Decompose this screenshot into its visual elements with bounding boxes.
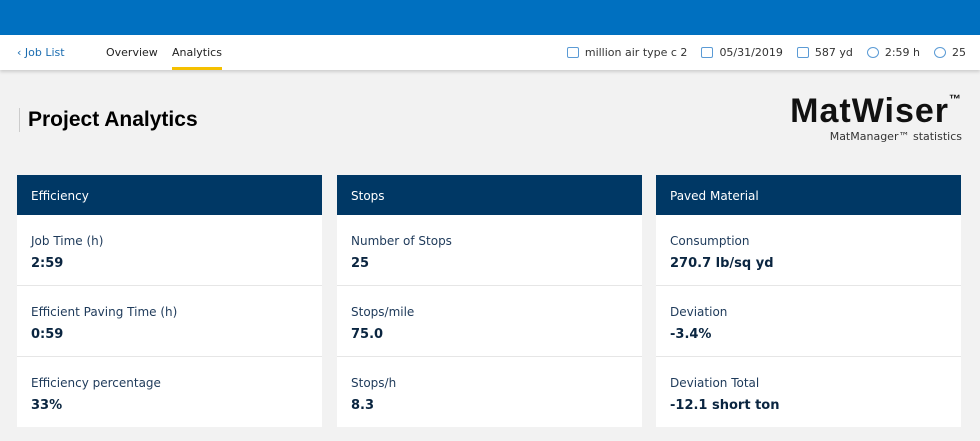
job-meta: million air type c 2 05/31/2019 587 yd 2… bbox=[566, 46, 966, 59]
stat-row: Efficiency percentage 33% bbox=[17, 357, 322, 427]
stat-row: Number of Stops 25 bbox=[337, 215, 642, 286]
meta-job-name: million air type c 2 bbox=[566, 46, 688, 59]
stat-value: 0:59 bbox=[31, 327, 64, 342]
stat-label: Job Time (h) bbox=[31, 234, 104, 248]
meta-time: 2:59 h bbox=[866, 46, 920, 59]
tab-analytics[interactable]: Analytics bbox=[172, 46, 222, 70]
job-list-label: Job List bbox=[24, 46, 65, 59]
stat-label: Deviation bbox=[670, 305, 728, 319]
meta-date: 05/31/2019 bbox=[701, 46, 783, 59]
matwiser-logo: MatWiser™ MatManager™ statistics bbox=[790, 92, 962, 144]
distance-icon bbox=[796, 47, 809, 58]
card-header: Efficiency bbox=[17, 175, 322, 215]
logo-subtitle: MatManager™ statistics bbox=[829, 130, 962, 143]
stat-label: Stops/mile bbox=[351, 305, 415, 319]
stat-row: Stops/h 8.3 bbox=[337, 357, 642, 427]
meta-distance: 587 yd bbox=[796, 46, 853, 59]
card-efficiency: Efficiency Job Time (h) 2:59 Efficient Pavi… bbox=[17, 175, 322, 427]
job-list-link[interactable]: ‹ Job List bbox=[17, 46, 65, 59]
stop-icon bbox=[934, 47, 946, 58]
meta-text: 05/31/2019 bbox=[719, 46, 783, 59]
clock-icon bbox=[866, 47, 879, 58]
stat-label: Deviation Total bbox=[670, 376, 760, 390]
stat-value: -12.1 short ton bbox=[670, 398, 780, 413]
stat-row: Deviation Total -12.1 short ton bbox=[656, 357, 961, 427]
stat-row: Consumption 270.7 lb/sq yd bbox=[656, 215, 961, 286]
stat-label: Efficient Paving Time (h) bbox=[31, 305, 178, 319]
card-header: Paved Material bbox=[656, 175, 961, 215]
stat-label: Stops/h bbox=[351, 376, 397, 390]
meta-text: 2:59 h bbox=[884, 46, 920, 59]
stat-value: 2:59 bbox=[31, 256, 64, 271]
stat-row: Job Time (h) 2:59 bbox=[17, 215, 322, 286]
stat-value: 75.0 bbox=[351, 327, 384, 342]
tab-overview[interactable]: Overview bbox=[106, 46, 158, 59]
stat-label: Consumption bbox=[670, 234, 750, 248]
stat-label: Number of Stops bbox=[351, 234, 452, 248]
stat-label: Efficiency percentage bbox=[31, 376, 161, 390]
card-paved-material: Paved Material Consumption 270.7 lb/sq yd D… bbox=[656, 175, 961, 427]
stat-value: 33% bbox=[31, 398, 63, 413]
meta-stops: 25 bbox=[934, 46, 966, 59]
logo-tm: ™ bbox=[949, 92, 962, 106]
card-header: Stops bbox=[337, 175, 642, 215]
meta-text: 25 bbox=[952, 46, 966, 59]
top-bar bbox=[0, 0, 980, 35]
stat-row: Stops/mile 75.0 bbox=[337, 286, 642, 357]
stat-row: Efficient Paving Time (h) 0:59 bbox=[17, 286, 322, 357]
stat-value: -3.4% bbox=[670, 327, 712, 342]
logo-name: MatWiser bbox=[790, 92, 949, 130]
page-title: Project Analytics bbox=[19, 108, 198, 132]
nav-bar: ‹ Job List Overview Analytics million ai… bbox=[0, 35, 980, 70]
stat-row: Deviation -3.4% bbox=[656, 286, 961, 357]
meta-text: million air type c 2 bbox=[584, 46, 688, 59]
stat-value: 270.7 lb/sq yd bbox=[670, 256, 774, 271]
card-stops: Stops Number of Stops 25 Stops/mile 75.0 Stop… bbox=[337, 175, 642, 427]
stat-value: 25 bbox=[351, 256, 370, 271]
chevron-left-icon: ‹ bbox=[17, 46, 25, 59]
stat-value: 8.3 bbox=[351, 398, 375, 413]
calendar-icon bbox=[701, 47, 714, 58]
meta-text: 587 yd bbox=[814, 46, 853, 59]
folder-icon bbox=[566, 47, 579, 58]
